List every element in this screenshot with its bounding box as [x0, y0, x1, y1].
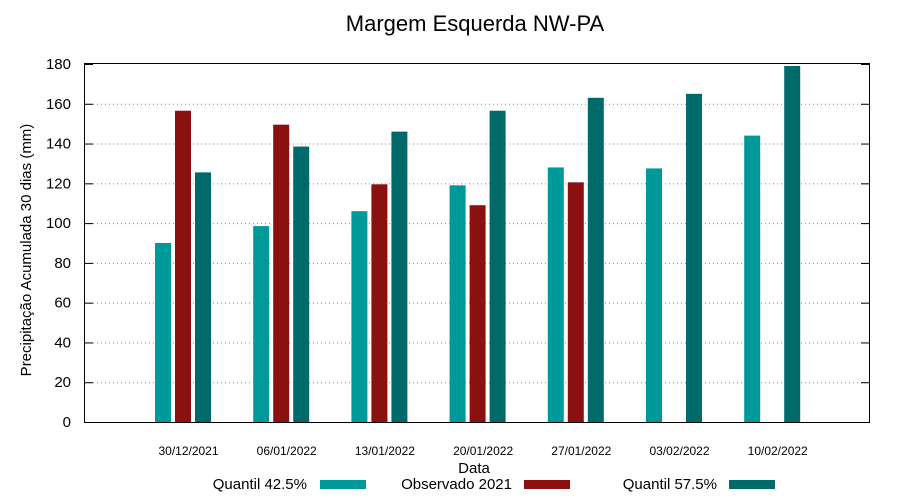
- bar: [253, 226, 270, 422]
- bar: [391, 131, 408, 422]
- x-tick-label: 03/02/2022: [649, 444, 709, 458]
- legend-swatch: [729, 480, 775, 489]
- legend-swatch: [524, 480, 570, 489]
- bar: [567, 182, 584, 422]
- bar: [469, 205, 486, 422]
- bar: [273, 124, 290, 423]
- legend-label: Observado 2021: [401, 476, 512, 493]
- y-axis-ticks: 0 20 40 60 80 100 120 140 160 180: [46, 56, 869, 431]
- bar: [175, 110, 191, 422]
- bar: [155, 243, 171, 422]
- y-tick-label: 40: [54, 334, 71, 351]
- plot-frame: [84, 63, 870, 423]
- bar: [351, 211, 368, 422]
- x-tick-label: 30/12/2021: [158, 444, 218, 458]
- y-tick-label: 100: [46, 215, 71, 232]
- y-tick-label: 120: [46, 175, 71, 192]
- bar: [744, 135, 761, 422]
- x-tick-label: 13/01/2022: [355, 444, 415, 458]
- legend-label: Quantil 57.5%: [623, 476, 717, 493]
- bar: [449, 185, 466, 422]
- bar: [646, 168, 662, 422]
- y-tick-label: 60: [54, 295, 71, 312]
- bar: [293, 146, 310, 423]
- y-tick-label: 0: [63, 414, 71, 431]
- bar: [686, 93, 702, 422]
- x-tick-label: 06/01/2022: [257, 444, 317, 458]
- legend-label: Quantil 42.5%: [213, 476, 307, 493]
- legend-swatch: [320, 480, 366, 489]
- y-tick-label: 180: [46, 56, 71, 73]
- x-axis-ticks: 30/12/2021 06/01/2022 13/01/2022 20/01/2022…: [158, 444, 808, 458]
- bar: [547, 167, 564, 422]
- y-tick-label: 140: [46, 136, 71, 153]
- x-axis-label: Data: [458, 460, 490, 477]
- y-tick-label: 160: [46, 96, 71, 113]
- bar: [371, 184, 388, 422]
- legend: Quantil 42.5% Observado 2021 Quantil 57.5%: [213, 476, 775, 493]
- bars: [155, 65, 801, 423]
- x-tick-label: 20/01/2022: [453, 444, 513, 458]
- y-axis-label: Precipitação Acumulada 30 dias (mm): [18, 124, 35, 377]
- bar: [784, 65, 801, 422]
- x-tick-label: 27/01/2022: [551, 444, 611, 458]
- bar: [489, 110, 506, 422]
- x-tick-label: 10/02/2022: [748, 444, 808, 458]
- y-tick-label: 80: [54, 255, 71, 272]
- bar: [587, 97, 604, 423]
- y-tick-label: 20: [54, 374, 71, 391]
- chart-title: Margem Esquerda NW-PA: [346, 11, 605, 36]
- bar: [195, 172, 211, 422]
